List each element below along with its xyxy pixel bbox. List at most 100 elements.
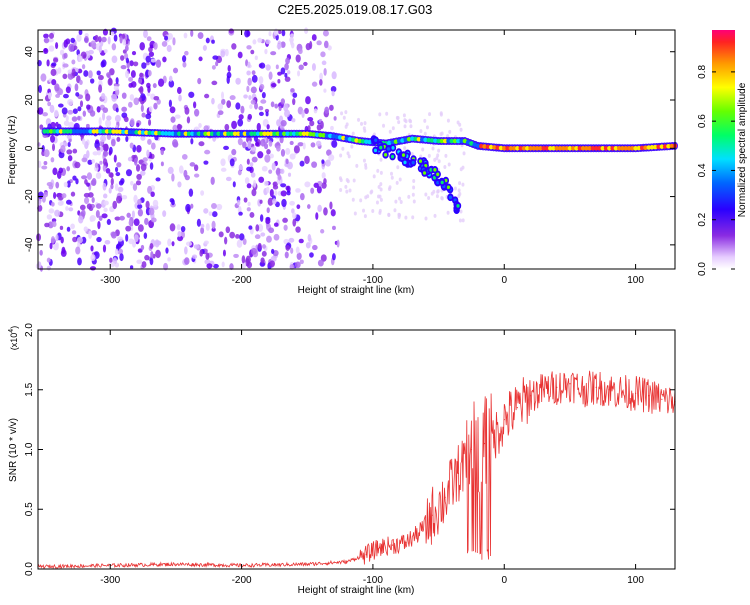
- noise-speckle: [46, 59, 50, 67]
- noise-speckle: [244, 177, 250, 185]
- noise-speckle: [65, 206, 69, 211]
- noise-speckle: [131, 210, 135, 219]
- noise-speckle: [46, 265, 51, 271]
- signal-core: [584, 145, 589, 151]
- noise-speckle: [108, 172, 114, 178]
- noise-speckle: [51, 79, 57, 86]
- signal-core: [666, 143, 671, 149]
- noise-speckle: [145, 200, 150, 209]
- noise-speckle: [408, 118, 412, 123]
- noise-speckle: [411, 215, 415, 220]
- signal-core: [433, 138, 438, 144]
- snr-x-tick-label: -300: [100, 575, 120, 586]
- noise-speckle: [261, 91, 266, 99]
- signal-core: [75, 129, 80, 134]
- signal-core: [446, 138, 451, 144]
- snr-point: [378, 546, 381, 549]
- noise-speckle: [144, 254, 150, 261]
- noise-speckle: [104, 240, 111, 245]
- noise-speckle: [298, 238, 304, 244]
- noise-speckle: [323, 207, 328, 216]
- noise-speckle: [345, 122, 349, 127]
- noise-speckle: [177, 181, 182, 188]
- noise-speckle: [41, 165, 48, 170]
- noise-speckle: [85, 93, 91, 102]
- signal-core: [232, 131, 238, 137]
- noise-speckle: [44, 222, 50, 228]
- noise-speckle: [255, 224, 260, 232]
- noise-speckle: [53, 192, 57, 199]
- noise-speckle: [63, 120, 70, 127]
- noise-speckle: [143, 232, 148, 240]
- noise-speckle: [42, 112, 49, 117]
- noise-speckle: [297, 142, 304, 147]
- noise-speckle: [189, 162, 196, 167]
- signal-core: [531, 145, 537, 151]
- signal-core: [65, 129, 70, 134]
- noise-speckle: [259, 83, 265, 90]
- noise-speckle: [299, 192, 305, 201]
- noise-speckle: [310, 187, 315, 194]
- signal-core: [587, 145, 592, 151]
- noise-speckle: [277, 71, 283, 76]
- snr-point: [503, 419, 505, 421]
- noise-speckle: [266, 124, 270, 130]
- noise-speckle: [212, 263, 219, 269]
- noise-speckle: [169, 223, 176, 232]
- signal-core: [449, 138, 454, 144]
- noise-speckle: [120, 55, 125, 61]
- noise-speckle: [186, 116, 191, 124]
- noise-speckle: [108, 187, 112, 194]
- noise-speckle: [79, 79, 83, 85]
- noise-speckle: [81, 157, 88, 163]
- noise-speckle: [62, 63, 69, 68]
- noise-speckle: [304, 155, 310, 165]
- noise-speckle: [66, 166, 71, 172]
- signal-core: [498, 145, 504, 151]
- noise-speckle: [67, 98, 74, 106]
- noise-speckle: [109, 257, 113, 264]
- noise-speckle: [65, 115, 69, 122]
- spectrogram-y-tick-label: 20: [24, 94, 35, 106]
- signal-core: [511, 145, 517, 151]
- noise-speckle: [95, 209, 100, 218]
- signal-core: [574, 145, 579, 151]
- noise-speckle: [72, 236, 78, 243]
- noise-speckle: [345, 189, 349, 194]
- signal-core: [117, 129, 123, 135]
- signal-core: [206, 131, 211, 137]
- noise-speckle: [70, 37, 76, 44]
- noise-speckle: [280, 190, 287, 197]
- spectrogram-x-label: Height of straight line (km): [298, 285, 415, 296]
- noise-speckle: [129, 265, 134, 270]
- signal-core: [262, 131, 267, 137]
- noise-speckle: [137, 203, 143, 209]
- signal-core: [456, 138, 461, 144]
- colorbar-tick-label: 0.2: [697, 212, 708, 226]
- noise-speckle: [164, 35, 169, 41]
- signal-core: [324, 133, 330, 138]
- noise-speckle: [224, 236, 228, 245]
- noise-speckle: [131, 239, 137, 248]
- signal-core: [626, 145, 632, 151]
- noise-speckle: [404, 215, 408, 220]
- noise-speckle: [260, 138, 266, 147]
- noise-speckle: [188, 91, 195, 98]
- noise-speckle: [130, 70, 136, 78]
- noise-speckle: [124, 45, 129, 52]
- noise-speckle: [90, 254, 96, 262]
- noise-speckle: [110, 31, 115, 37]
- noise-speckle: [274, 103, 279, 109]
- noise-speckle: [333, 116, 337, 121]
- noise-speckle: [162, 56, 167, 63]
- noise-speckle: [220, 50, 226, 58]
- signal-core: [426, 137, 431, 143]
- noise-speckle: [290, 33, 295, 38]
- noise-speckle: [116, 136, 121, 142]
- noise-speckle: [143, 29, 148, 39]
- noise-speckle: [325, 159, 331, 167]
- noise-speckle: [155, 240, 162, 246]
- spectrogram-x-tick-label: -300: [100, 275, 120, 286]
- noise-speckle: [407, 194, 411, 199]
- noise-speckle: [235, 77, 241, 85]
